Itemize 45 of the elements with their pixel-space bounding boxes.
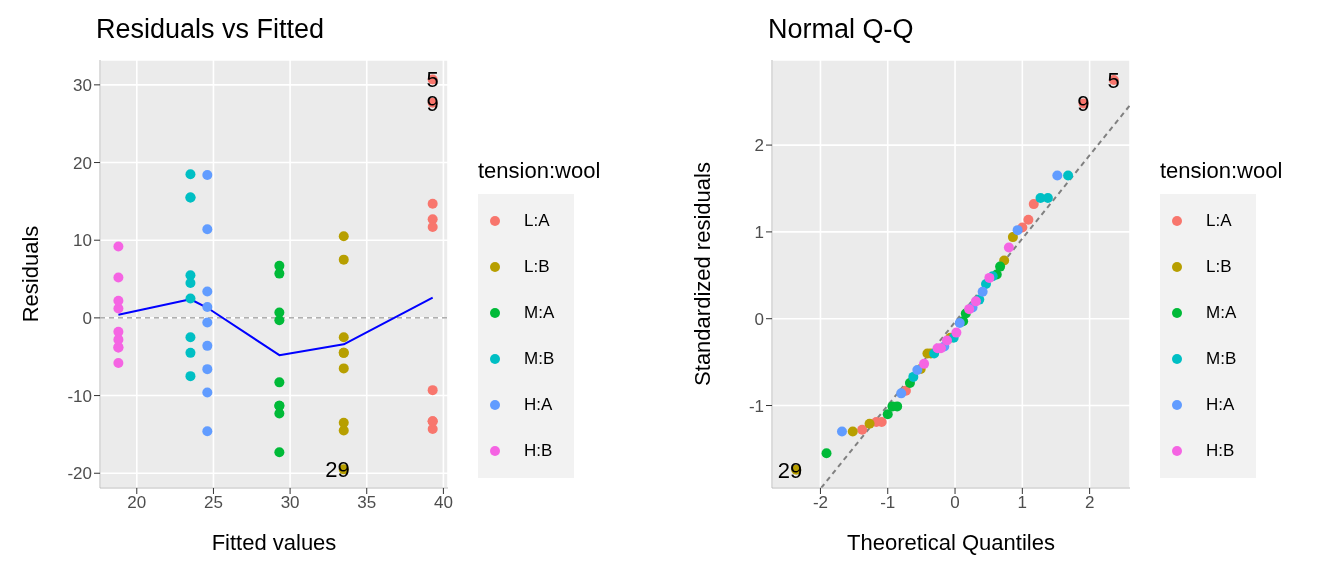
- x-tick-label: 25: [203, 493, 223, 513]
- x-axis-title: Fitted values: [211, 530, 337, 555]
- legend-label: L:A: [1206, 211, 1232, 231]
- legend-title: tension:wool: [1160, 158, 1283, 184]
- y-tick-label: 0: [754, 309, 764, 329]
- legend-label: H:B: [524, 441, 553, 461]
- x-tick-label: -1: [880, 493, 896, 513]
- y-tick-label: 1: [754, 222, 764, 242]
- x-tick-label: 35: [357, 493, 377, 513]
- y-tick-label: 30: [73, 75, 92, 95]
- x-tick-label: 20: [127, 493, 147, 513]
- y-tick-label: -20: [67, 464, 92, 484]
- annotation: 29: [325, 457, 350, 483]
- x-tick-label: 30: [280, 493, 300, 513]
- legend-label: M:B: [1206, 349, 1237, 369]
- chart-title: Residuals vs Fitted: [96, 14, 325, 45]
- x-tick-label: 40: [433, 493, 453, 513]
- y-axis-title: Residuals: [17, 225, 43, 323]
- legend-label: H:B: [1206, 441, 1235, 461]
- legend-label: L:A: [524, 211, 550, 231]
- annotation: 29: [777, 457, 803, 483]
- x-tick-label: 2: [1084, 493, 1095, 513]
- y-tick-label: -10: [67, 386, 92, 406]
- annotation: 9: [426, 90, 439, 116]
- legend-label: L:B: [524, 257, 550, 277]
- y-tick-label: 0: [82, 308, 92, 328]
- legend-label: H:A: [524, 395, 553, 415]
- x-tick-label: 1: [1017, 493, 1028, 513]
- annotation: 5: [1107, 67, 1120, 93]
- legend-label: M:B: [524, 349, 555, 369]
- y-tick-label: -1: [748, 396, 764, 416]
- legend-title: tension:wool: [478, 158, 601, 184]
- y-tick-label: 10: [73, 231, 92, 251]
- legend-label: H:A: [1206, 395, 1235, 415]
- x-tick-label: -2: [812, 493, 829, 513]
- y-tick-label: 2: [754, 136, 764, 156]
- x-tick-label: 0: [950, 493, 960, 513]
- y-axis-title: Standardized residuals: [689, 162, 715, 386]
- y-tick-label: 20: [73, 153, 92, 173]
- legend-label: M:A: [524, 303, 555, 323]
- chart-title: Normal Q-Q: [768, 14, 914, 45]
- legend-label: L:B: [1206, 257, 1232, 277]
- legend-label: M:A: [1206, 303, 1237, 323]
- annotation: 9: [1077, 91, 1090, 117]
- x-axis-title: Theoretical Quantiles: [847, 530, 1055, 555]
